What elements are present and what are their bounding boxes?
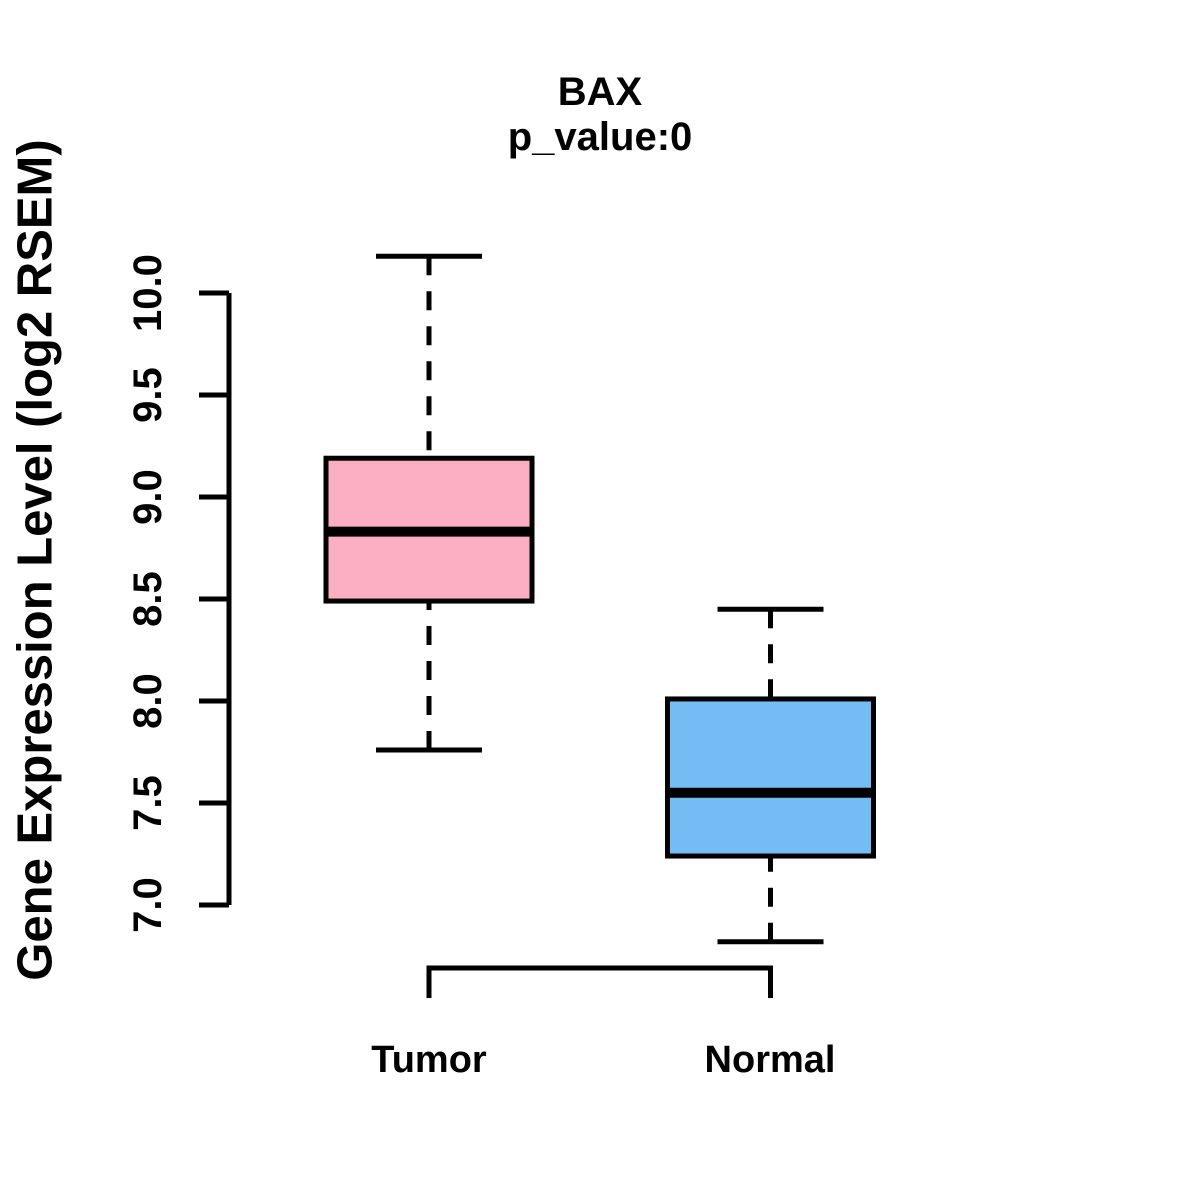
x-axis-bracket <box>426 965 773 998</box>
y-tick-label: 9.0 <box>126 469 170 525</box>
x-label-normal: Normal <box>704 1039 836 1081</box>
chart-subtitle: p_value:0 <box>507 115 693 159</box>
y-tick-label: 9.5 <box>126 367 170 423</box>
y-tick-label: 8.0 <box>126 673 170 729</box>
y-tick-label: 8.5 <box>126 571 170 627</box>
y-tick-label: 7.0 <box>126 877 170 933</box>
chart-title: BAX <box>557 70 643 114</box>
normal-box <box>665 696 876 859</box>
y-tick-label: 7.5 <box>126 775 170 831</box>
y-tick-label: 10.0 <box>126 254 170 332</box>
x-label-tumor: Tumor <box>371 1039 487 1081</box>
y-axis-title: Gene Expression Level (log2 RSEM) <box>8 139 63 981</box>
